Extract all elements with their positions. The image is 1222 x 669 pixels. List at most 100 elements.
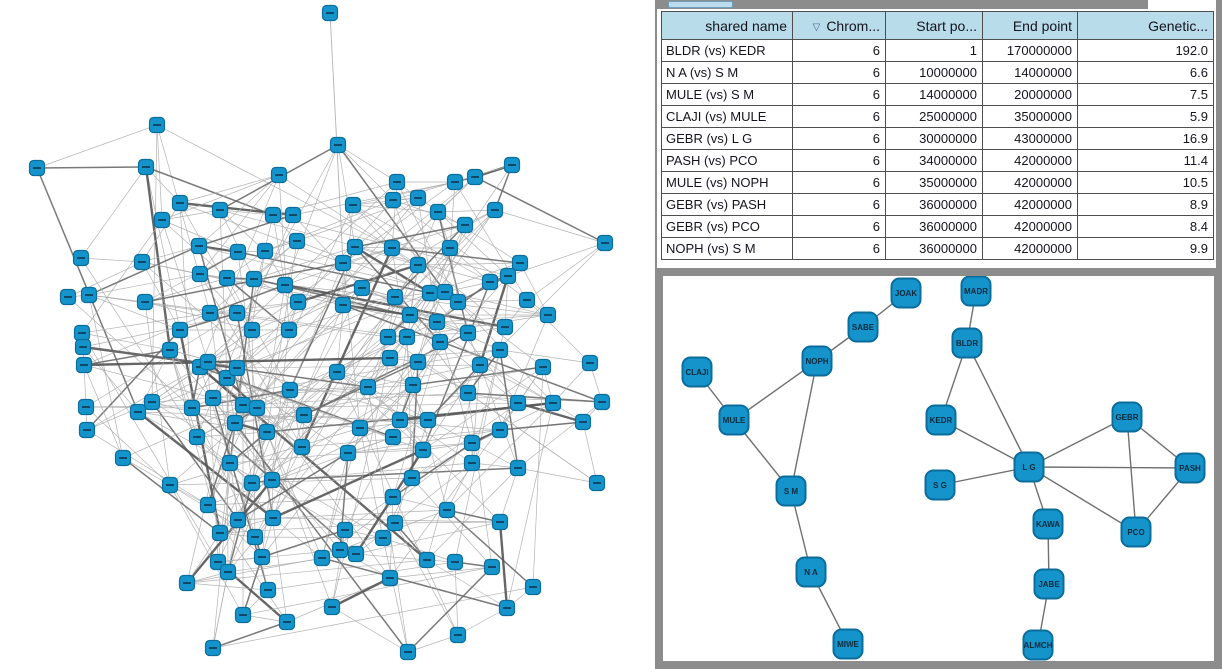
network-node[interactable] [143,393,161,411]
network-node[interactable] [449,626,467,644]
column-header-chromosome[interactable]: ▽ Chrom... [792,11,886,40]
network-node[interactable]: MADR [960,275,992,307]
table-cell[interactable]: 10.5 [1077,171,1214,194]
network-node[interactable] [211,201,229,219]
network-node[interactable] [114,449,132,467]
network-node[interactable] [409,256,427,274]
table-cell[interactable]: 42000000 [982,215,1078,238]
table-cell[interactable]: GEBR (vs) PASH [661,193,793,216]
network-node[interactable] [59,288,77,306]
network-node[interactable] [388,173,406,191]
network-node[interactable] [243,321,261,339]
network-node[interactable] [229,243,247,261]
network-node[interactable] [456,216,474,234]
network-node[interactable] [386,288,404,306]
network-node[interactable] [339,444,357,462]
network-node[interactable] [491,513,509,531]
network-node[interactable] [276,276,294,294]
network-node[interactable] [295,406,313,424]
network-node[interactable] [313,549,331,567]
network-node[interactable] [234,396,252,414]
network-node[interactable] [328,363,346,381]
network-node[interactable] [421,284,439,302]
table-cell[interactable]: 192.0 [1077,39,1214,62]
network-node[interactable] [381,569,399,587]
table-row[interactable]: N A (vs) S M 6 10000000 14000000 6.6 [661,61,1214,84]
network-node[interactable] [229,511,247,529]
table-cell[interactable]: NOPH (vs) S M [661,237,793,260]
table-cell[interactable]: 20000000 [982,83,1078,106]
network-node[interactable] [539,306,557,324]
network-node[interactable] [72,249,90,267]
network-node[interactable] [381,349,399,367]
network-node[interactable] [191,265,209,283]
table-scrollbar-track[interactable] [657,0,1148,9]
network-node[interactable] [491,421,509,439]
column-header-start-point[interactable]: Start po... [885,11,983,40]
table-cell[interactable]: 25000000 [885,105,983,128]
table-cell[interactable]: CLAJI (vs) MULE [661,105,793,128]
table-cell[interactable]: 36000000 [885,237,983,260]
table-cell[interactable]: 6 [792,237,886,260]
network-node[interactable] [414,441,432,459]
subnetwork-canvas[interactable]: JOAK MADR SABE BLDR NOPH CLAJI KEDR GEBR MULE L G… [663,275,1214,661]
network-node[interactable] [137,158,155,176]
network-node[interactable] [278,613,296,631]
network-node[interactable] [524,578,542,596]
network-node[interactable] [486,201,504,219]
network-node[interactable] [148,116,166,134]
network-node[interactable] [259,581,277,599]
network-node[interactable] [346,238,364,256]
network-node[interactable] [28,159,46,177]
network-node[interactable] [491,341,509,359]
network-node[interactable] [334,254,352,272]
network-node[interactable] [75,356,93,374]
table-cell[interactable]: 30000000 [885,127,983,150]
network-node[interactable] [574,413,592,431]
table-row[interactable]: MULE (vs) S M 6 14000000 20000000 7.5 [661,83,1214,106]
network-node[interactable] [398,328,416,346]
network-node[interactable] [288,232,306,250]
network-node[interactable] [596,234,614,252]
table-cell[interactable]: 6 [792,171,886,194]
network-node[interactable] [264,509,282,527]
network-node[interactable] [383,239,401,257]
table-cell[interactable]: GEBR (vs) L G [661,127,793,150]
network-node[interactable] [418,551,436,569]
network-node[interactable] [503,156,521,174]
network-node[interactable] [161,476,179,494]
network-node[interactable]: BLDR [951,327,983,359]
network-node[interactable] [329,136,347,154]
network-node[interactable] [401,306,419,324]
network-node[interactable] [289,293,307,311]
network-node[interactable] [449,293,467,311]
network-node[interactable] [153,211,171,229]
network-node[interactable] [264,206,282,224]
table-cell[interactable]: 6.6 [1077,61,1214,84]
network-node[interactable] [429,203,447,221]
network-node[interactable] [483,558,501,576]
table-cell[interactable]: 1 [885,39,983,62]
table-row[interactable]: NOPH (vs) S M 6 36000000 42000000 9.9 [661,237,1214,260]
network-node[interactable] [281,381,299,399]
table-cell[interactable]: PASH (vs) PCO [661,149,793,172]
table-row[interactable]: MULE (vs) NOPH 6 35000000 42000000 10.5 [661,171,1214,194]
network-node[interactable] [211,524,229,542]
network-node[interactable]: MULE [718,404,750,436]
table-cell[interactable]: 35000000 [885,171,983,194]
filter-funnel-icon[interactable]: ▽ [812,21,821,33]
network-node[interactable]: JABE [1033,568,1065,600]
table-cell[interactable]: N A (vs) S M [661,61,793,84]
network-node[interactable] [243,474,261,492]
network-node[interactable]: KAWA [1032,508,1064,540]
network-node[interactable] [73,324,91,342]
network-node[interactable] [391,411,409,429]
network-node[interactable]: NOPH [801,345,833,377]
table-cell[interactable]: 6 [792,83,886,106]
network-node[interactable] [77,398,95,416]
network-node[interactable]: S M [775,475,807,507]
network-node[interactable] [221,454,239,472]
network-node[interactable] [280,321,298,339]
table-cell[interactable]: 8.4 [1077,215,1214,238]
network-edge[interactable] [1028,416,1128,468]
